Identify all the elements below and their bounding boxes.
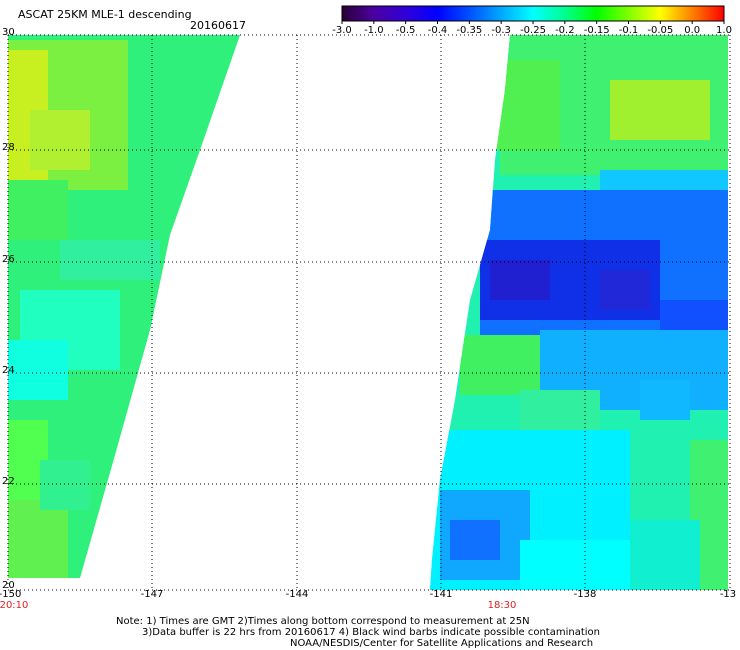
- colorbar-label: -0.4: [427, 25, 448, 36]
- lat-lon-grid: [7, 34, 731, 591]
- lat-label-22: 22: [2, 476, 15, 487]
- colorbar-label: -0.15: [583, 25, 610, 36]
- colorbar: [341, 5, 725, 24]
- lon-label-138: -138: [573, 589, 597, 600]
- colorbar-label: -0.3: [491, 25, 511, 36]
- map-title: ASCAT 25KM MLE-1 descending: [18, 8, 192, 21]
- lat-label-30: 30: [2, 27, 15, 38]
- swath-east: [430, 35, 728, 590]
- note-line-1: Note: 1) Times are GMT 2)Times along bot…: [116, 616, 530, 627]
- colorbar-label: -0.25: [520, 25, 546, 36]
- lon-label-135: -13: [719, 589, 737, 600]
- note-line-3: NOAA/NESDIS/Center for Satellite Applica…: [290, 638, 594, 649]
- colorbar-label: -0.35: [456, 25, 483, 36]
- lon-label-147: -147: [140, 589, 164, 600]
- colorbar-label: 0.0: [684, 25, 701, 36]
- map-date: 20160617: [190, 19, 246, 32]
- colorbar-gradient: [341, 5, 725, 22]
- swath-west: [8, 35, 240, 578]
- colorbar-label: 1.0: [716, 25, 732, 36]
- colorbar-label: -0.05: [647, 25, 674, 36]
- colorbar-label: -0.2: [555, 25, 575, 36]
- colorbar-label: -0.5: [395, 25, 416, 36]
- pass-time-east: 18:30: [487, 600, 517, 611]
- colorbar-label: -0.1: [618, 25, 639, 36]
- colorbar-label: -3.0: [332, 25, 352, 36]
- lat-label-28: 28: [2, 142, 15, 153]
- pass-time-west: 20:10: [0, 600, 29, 611]
- lon-label-141: -141: [429, 589, 453, 600]
- lat-label-24: 24: [2, 365, 15, 376]
- lon-label-150: -150: [0, 589, 22, 600]
- lat-label-26: 26: [2, 254, 15, 265]
- colorbar-label: -1.0: [364, 25, 384, 36]
- lat-label-20: 20: [2, 580, 15, 591]
- note-line-2: 3)Data buffer is 22 hrs from 20160617 4)…: [142, 627, 600, 638]
- lon-label-144: -144: [285, 589, 309, 600]
